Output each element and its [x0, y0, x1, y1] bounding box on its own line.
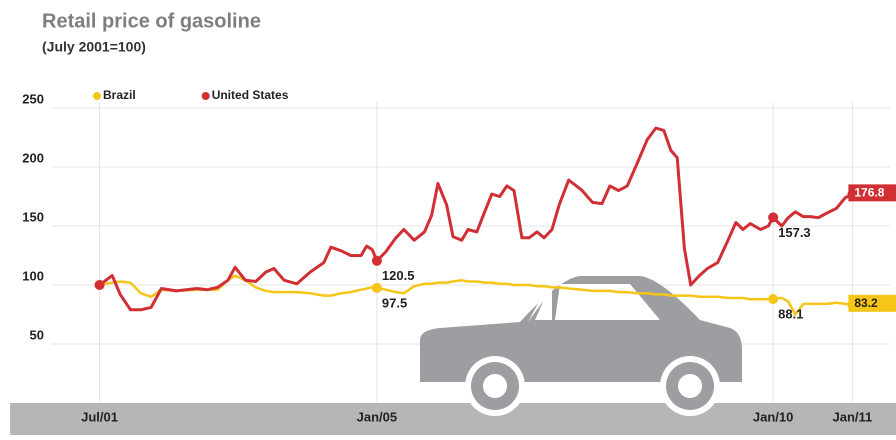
car-window	[535, 286, 552, 320]
x-axis-band	[10, 403, 896, 435]
x-tick-label: Jul/01	[81, 409, 118, 424]
value-label: 97.5	[382, 295, 407, 310]
x-tick-label: Jan/11	[832, 409, 872, 424]
data-point	[768, 212, 779, 223]
y-tick-label: 50	[30, 327, 44, 342]
car-illustration	[420, 276, 742, 416]
value-label: 157.3	[778, 225, 811, 240]
legend-marker	[93, 92, 101, 100]
value-label-box	[848, 184, 896, 202]
car-body	[420, 276, 742, 382]
legend-marker	[201, 92, 210, 100]
car-hub	[483, 374, 507, 398]
y-tick-label: 200	[22, 150, 44, 165]
y-tick-label: 150	[22, 209, 44, 224]
value-label: 88.1	[778, 306, 803, 321]
data-point	[768, 294, 779, 305]
chart-title: Retail price of gasoline	[42, 10, 261, 32]
value-label: 120.5	[382, 268, 415, 283]
value-label-box	[848, 294, 896, 312]
data-point	[94, 280, 105, 290]
chart-subtitle: (July 2001=100)	[42, 39, 146, 55]
series-line	[98, 126, 854, 312]
legend-label: Brazil	[103, 88, 136, 102]
value-label: 83.2	[854, 296, 878, 310]
series-line	[99, 274, 853, 316]
value-label: 176.8	[854, 186, 884, 200]
y-tick-label: 250	[22, 91, 44, 106]
car-hub	[678, 374, 702, 398]
y-tick-label: 100	[22, 268, 44, 283]
data-point	[371, 255, 382, 266]
x-tick-label: Jan/05	[357, 409, 397, 424]
data-point	[371, 282, 382, 293]
x-tick-label: Jan/10	[753, 409, 793, 424]
legend-label: United States	[212, 88, 289, 102]
